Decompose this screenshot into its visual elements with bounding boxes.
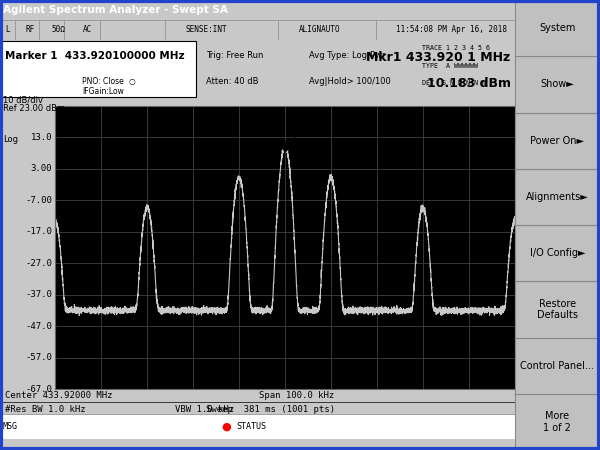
Text: Mkr1 433.920 1 MHz: Mkr1 433.920 1 MHz — [366, 51, 511, 63]
Text: -57.0: -57.0 — [25, 353, 52, 362]
Text: -17.0: -17.0 — [25, 227, 52, 236]
Text: Log: Log — [3, 135, 18, 144]
Text: 1: 1 — [292, 135, 298, 146]
Text: PNO: Close: PNO: Close — [82, 77, 124, 86]
Text: Avg Type: Log-Pwr: Avg Type: Log-Pwr — [309, 51, 385, 60]
Text: DET  S N N N N N: DET S N N N N N — [422, 81, 486, 86]
Text: -37.0: -37.0 — [25, 290, 52, 299]
Text: L: L — [5, 25, 10, 34]
Text: VBW 1.0 kHz: VBW 1.0 kHz — [175, 405, 234, 414]
Text: More
1 of 2: More 1 of 2 — [544, 411, 571, 433]
Text: ○: ○ — [128, 77, 136, 86]
Text: Power On►: Power On► — [530, 135, 584, 146]
Text: ALIGNAUTO: ALIGNAUTO — [299, 25, 340, 34]
Text: Marker 1  433.920100000 MHz: Marker 1 433.920100000 MHz — [5, 51, 185, 61]
Text: Control Panel...: Control Panel... — [520, 360, 595, 371]
Text: System: System — [539, 23, 575, 33]
Text: -67.0: -67.0 — [25, 385, 52, 394]
Text: 3.00: 3.00 — [31, 164, 52, 173]
Text: Restore
Defaults: Restore Defaults — [537, 299, 578, 320]
Text: Trig: Free Run: Trig: Free Run — [206, 51, 263, 60]
Text: SENSE:INT: SENSE:INT — [185, 25, 227, 34]
Text: STATUS: STATUS — [237, 422, 267, 431]
Text: I/O Config►: I/O Config► — [530, 248, 585, 258]
Text: -7.00: -7.00 — [25, 196, 52, 205]
Text: Alignments►: Alignments► — [526, 192, 589, 202]
Text: TYPE  A WWWWWW: TYPE A WWWWWW — [422, 63, 478, 69]
Text: -27.0: -27.0 — [25, 259, 52, 268]
Text: ●: ● — [221, 421, 231, 432]
Text: Center 433.92000 MHz: Center 433.92000 MHz — [5, 391, 113, 400]
Text: Span 100.0 kHz: Span 100.0 kHz — [259, 391, 335, 400]
Text: 10 dB/div: 10 dB/div — [3, 95, 43, 104]
Text: AC: AC — [82, 25, 92, 34]
Text: Agilent Spectrum Analyzer - Swept SA: Agilent Spectrum Analyzer - Swept SA — [3, 5, 228, 15]
Text: 10.183 dBm: 10.183 dBm — [427, 77, 511, 90]
Bar — [0, 41, 196, 97]
Text: Avg|Hold> 100/100: Avg|Hold> 100/100 — [309, 77, 391, 86]
Text: RF: RF — [26, 25, 35, 34]
Text: 13.0: 13.0 — [31, 133, 52, 142]
Text: -47.0: -47.0 — [25, 322, 52, 331]
Text: #Res BW 1.0 kHz: #Res BW 1.0 kHz — [5, 405, 86, 414]
Text: 50Ω: 50Ω — [52, 25, 65, 34]
Text: Show►: Show► — [541, 79, 574, 90]
Text: Sweep  381 ms (1001 pts): Sweep 381 ms (1001 pts) — [206, 405, 335, 414]
Text: MSG: MSG — [2, 422, 17, 431]
Text: IFGain:Low: IFGain:Low — [82, 86, 124, 95]
Text: Ref 23.00 dBm: Ref 23.00 dBm — [3, 104, 65, 113]
Text: Atten: 40 dB: Atten: 40 dB — [206, 77, 259, 86]
Text: 11:54:08 PM Apr 16, 2018: 11:54:08 PM Apr 16, 2018 — [397, 25, 508, 34]
Text: TRACE 1 2 3 4 5 6: TRACE 1 2 3 4 5 6 — [422, 45, 490, 51]
